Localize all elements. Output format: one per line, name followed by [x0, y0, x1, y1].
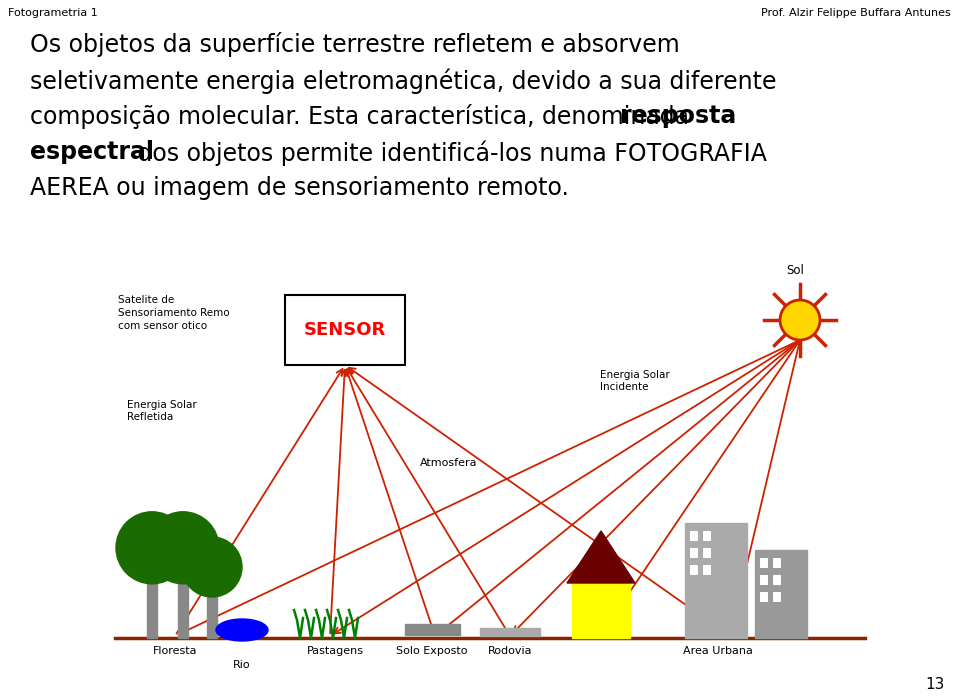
- Bar: [207, 588, 217, 638]
- Text: resposta: resposta: [620, 104, 737, 128]
- Bar: [760, 592, 767, 601]
- Text: SENSOR: SENSOR: [304, 321, 386, 339]
- Circle shape: [147, 512, 219, 584]
- Text: Energia Solar
Refletida: Energia Solar Refletida: [127, 400, 197, 422]
- Bar: [480, 628, 540, 636]
- Circle shape: [182, 537, 242, 597]
- Bar: [572, 583, 630, 638]
- Bar: [773, 592, 780, 601]
- Text: Sol: Sol: [786, 264, 804, 277]
- Text: Satelite de
Sensoriamento Remo
com sensor otico: Satelite de Sensoriamento Remo com senso…: [118, 295, 229, 331]
- Text: espectral: espectral: [30, 140, 154, 164]
- Text: Rio: Rio: [233, 660, 251, 670]
- Bar: [690, 548, 697, 557]
- Bar: [147, 573, 157, 638]
- Bar: [703, 565, 710, 574]
- Text: dos objetos permite identificá-los numa FOTOGRAFIA: dos objetos permite identificá-los numa …: [130, 140, 767, 165]
- Bar: [685, 523, 747, 638]
- Text: Energia Solar
Incidente: Energia Solar Incidente: [600, 370, 669, 393]
- Text: Atmosfera: Atmosfera: [420, 458, 478, 468]
- Text: composição molecular. Esta característica, denominada: composição molecular. Esta característic…: [30, 104, 696, 129]
- Text: Os objetos da superfície terrestre refletem e absorvem: Os objetos da superfície terrestre refle…: [30, 32, 680, 57]
- Polygon shape: [567, 531, 635, 583]
- Bar: [178, 573, 188, 638]
- Bar: [285, 295, 405, 365]
- Bar: [773, 575, 780, 584]
- Text: AEREA ou imagem de sensoriamento remoto.: AEREA ou imagem de sensoriamento remoto.: [30, 176, 569, 200]
- Bar: [703, 531, 710, 540]
- Bar: [703, 548, 710, 557]
- Bar: [690, 565, 697, 574]
- Text: Prof. Alzir Felippe Buffara Antunes: Prof. Alzir Felippe Buffara Antunes: [761, 8, 951, 18]
- Circle shape: [780, 300, 820, 340]
- Bar: [773, 558, 780, 567]
- Text: 13: 13: [925, 677, 945, 692]
- Bar: [405, 624, 460, 635]
- Text: Rodovia: Rodovia: [488, 646, 532, 656]
- Text: Pastagens: Pastagens: [307, 646, 363, 656]
- Bar: [690, 531, 697, 540]
- Text: Area Urbana: Area Urbana: [683, 646, 753, 656]
- Text: Solo Exposto: Solo Exposto: [396, 646, 468, 656]
- Ellipse shape: [216, 619, 268, 641]
- Text: seletivamente energia eletromagnética, devido a sua diferente: seletivamente energia eletromagnética, d…: [30, 68, 777, 94]
- Text: Fotogrametria 1: Fotogrametria 1: [8, 8, 98, 18]
- Circle shape: [116, 512, 188, 584]
- Bar: [755, 550, 807, 638]
- Bar: [760, 575, 767, 584]
- Bar: [760, 558, 767, 567]
- Text: Floresta: Floresta: [152, 646, 198, 656]
